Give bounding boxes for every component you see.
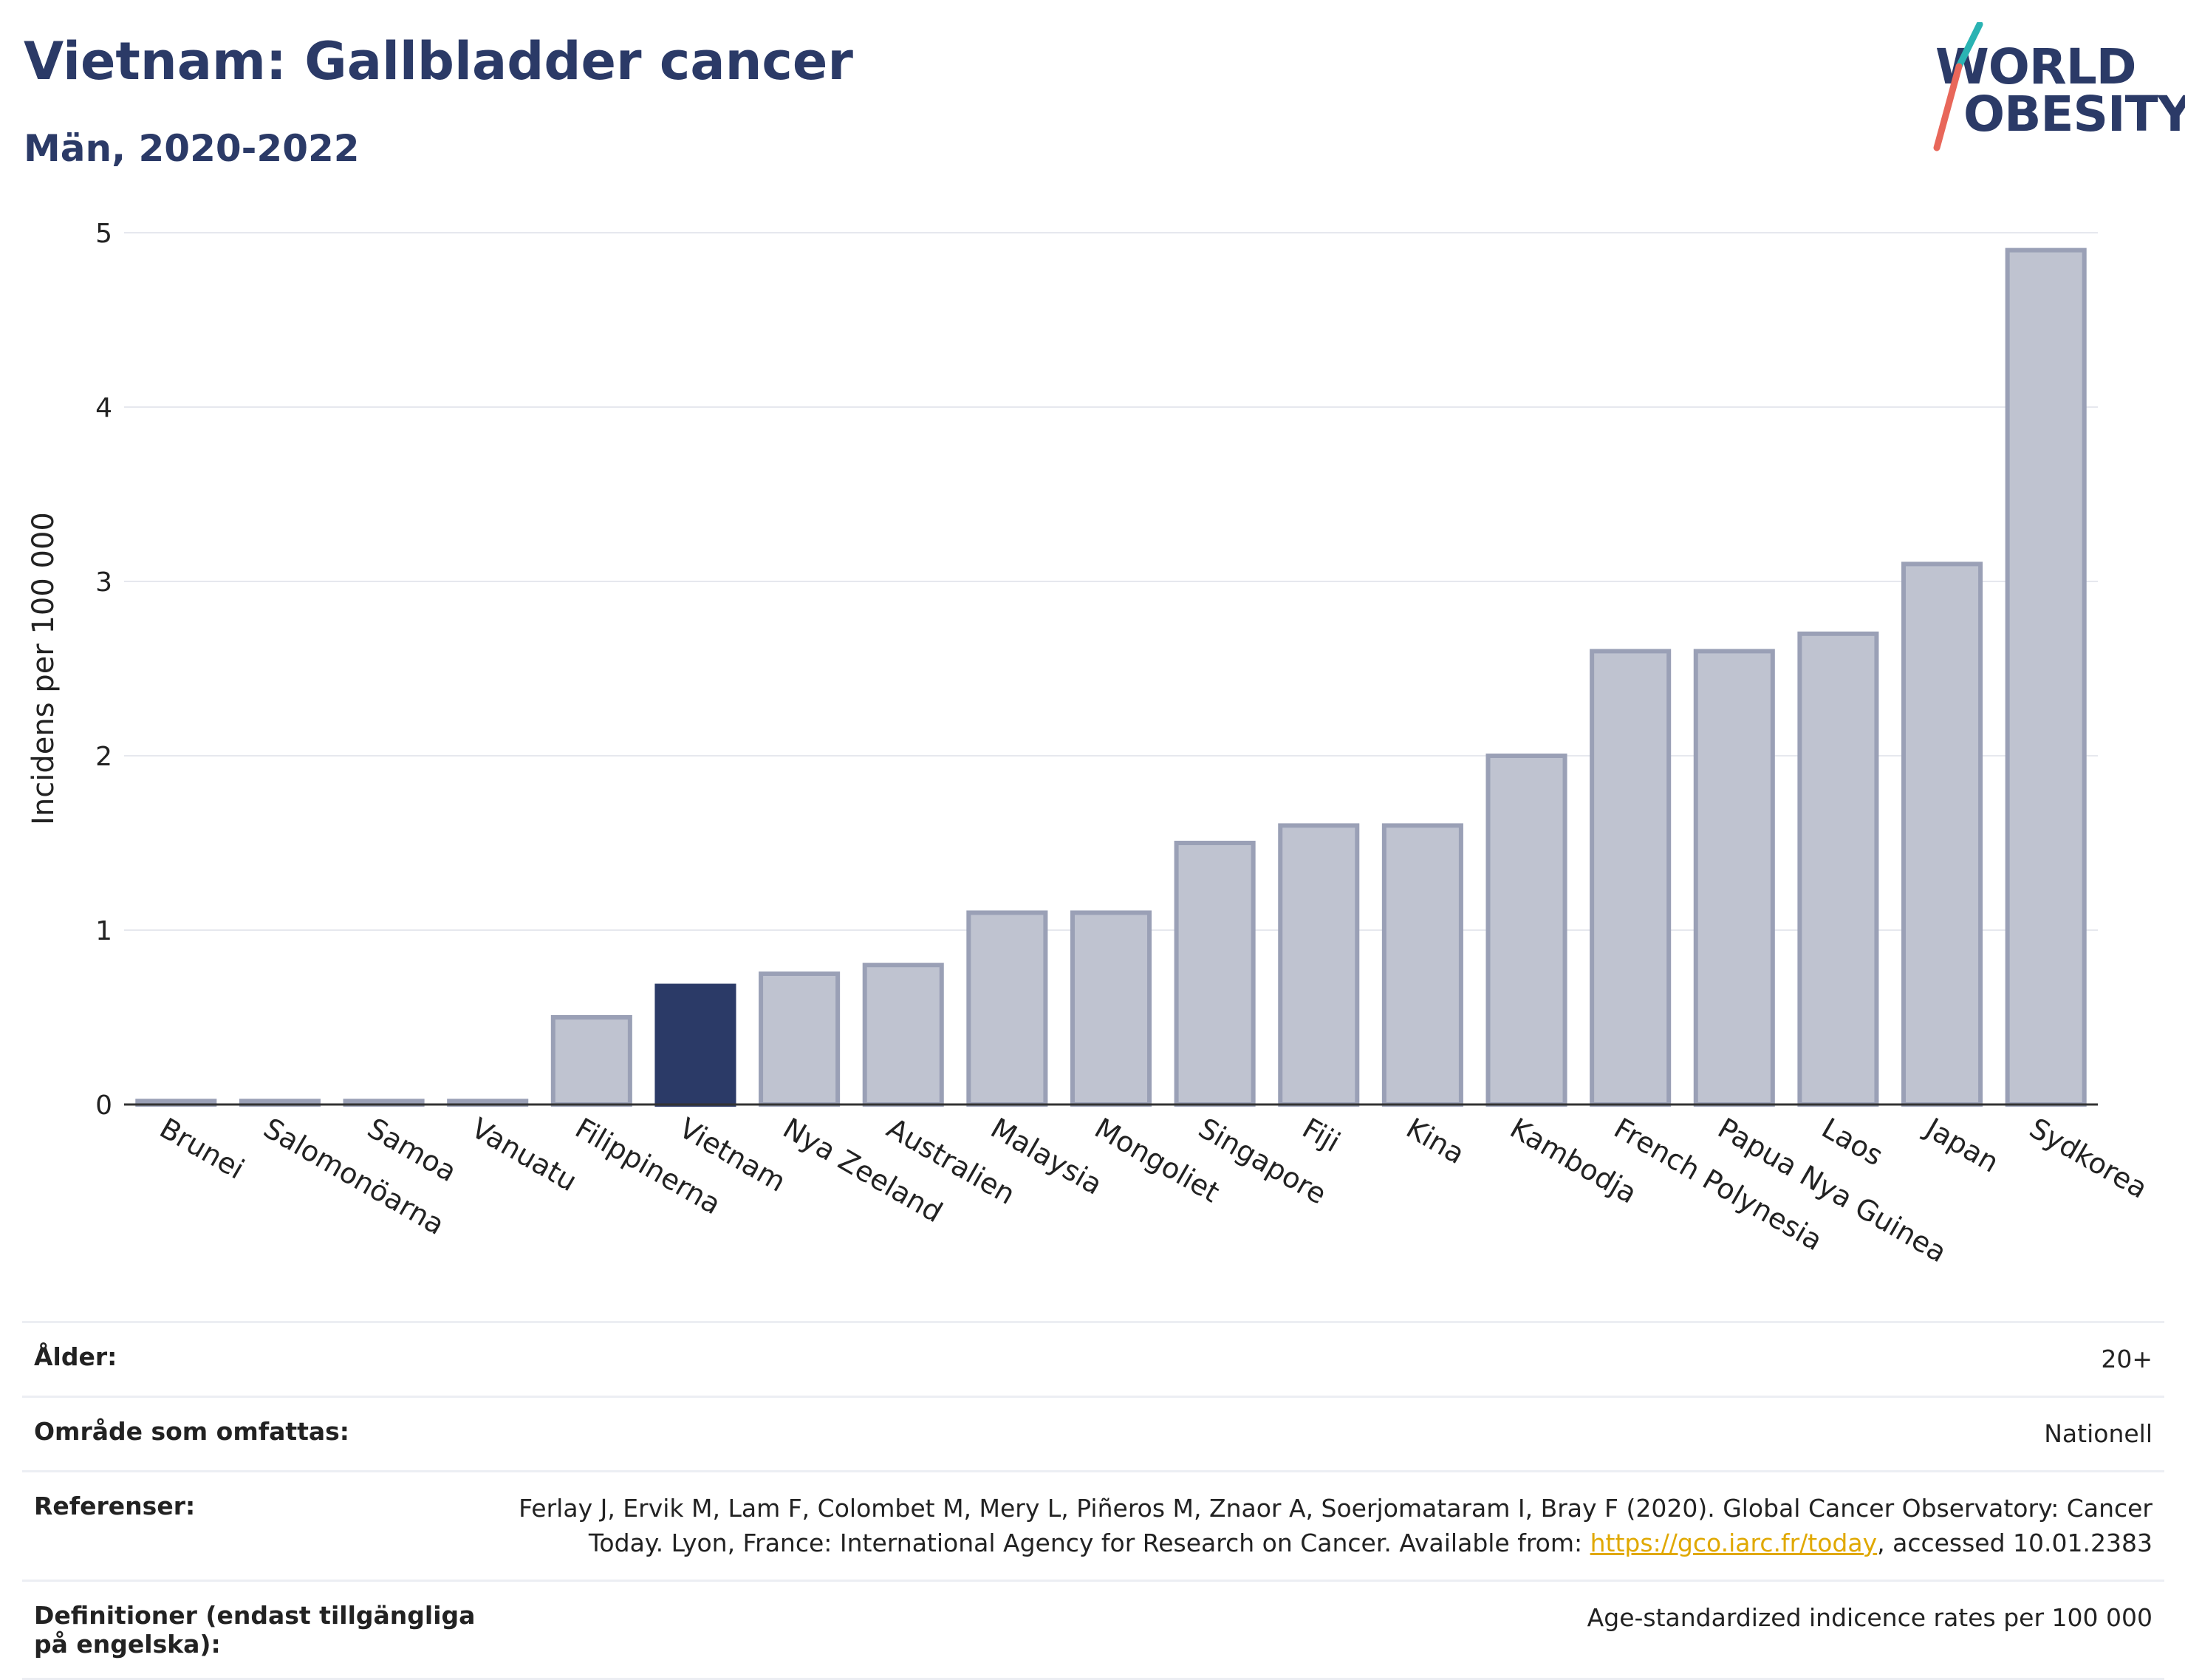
chart-title: Vietnam: Gallbladder cancer — [24, 31, 853, 92]
bar — [1693, 649, 1775, 1107]
reference-text-3: , accessed 10.01.2383 — [1877, 1528, 2152, 1557]
logo-text-obesity: OBESITY — [1963, 86, 2185, 143]
definitions-value: Age-standardized indicence rates per 100… — [1587, 1602, 2152, 1632]
bar — [759, 972, 841, 1107]
logo-slash-icon — [1933, 22, 1983, 151]
age-value: 20+ — [2101, 1345, 2152, 1373]
info-table: Ålder: 20+ Område som omfattas: Nationel… — [22, 1321, 2164, 1680]
reference-link[interactable]: https://gco.iarc.fr/today — [1590, 1528, 1878, 1557]
x-tick-label: Laos — [1816, 1112, 1889, 1172]
x-tick-label: Japan — [1919, 1111, 2005, 1179]
bar — [1070, 910, 1152, 1107]
area-label: Område som omfattas: — [34, 1417, 350, 1447]
x-tick-label: Fiji — [1297, 1112, 1346, 1158]
definitions-label: Definitioner (endast tillgängliga på eng… — [34, 1600, 476, 1659]
info-row-definitions: Definitioner (endast tillgängliga på eng… — [22, 1579, 2164, 1680]
x-tick-label: Salomonöarna — [258, 1112, 450, 1241]
y-tick-label: 1 — [95, 916, 112, 946]
area-value: Nationell — [2044, 1419, 2152, 1449]
reference-text-2: Today. Lyon, France: International Agenc… — [588, 1528, 1590, 1557]
bar — [1901, 561, 1983, 1107]
chart-subtitle: Män, 2020-2022 — [24, 127, 360, 170]
bar — [1797, 631, 1879, 1107]
bar — [1485, 754, 1567, 1107]
references-label: Referenser: — [34, 1492, 196, 1521]
y-tick-label: 2 — [95, 742, 112, 772]
info-row-age: Ålder: 20+ — [22, 1321, 2164, 1396]
y-tick-label: 0 — [95, 1090, 112, 1121]
x-tick-label: Vanuatu — [466, 1112, 583, 1198]
bars — [135, 247, 2087, 1107]
bar — [862, 963, 944, 1107]
y-tick-label: 5 — [95, 219, 112, 249]
y-tick-label: 3 — [95, 567, 112, 598]
age-label: Ålder: — [34, 1342, 117, 1371]
bar — [1590, 649, 1672, 1107]
bar — [1381, 823, 1463, 1107]
x-tick-label: Kina — [1401, 1112, 1470, 1171]
references-value: Ferlay J, Ervik M, Lam F, Colombet M, Me… — [507, 1492, 2152, 1560]
bar — [966, 910, 1048, 1107]
info-row-references: Referenser: Ferlay J, Ervik M, Lam F, Co… — [22, 1470, 2164, 1579]
bar — [2005, 247, 2087, 1107]
x-tick-label: Brunei — [154, 1112, 250, 1186]
y-axis-ticks: 0 1 2 3 4 5 — [95, 219, 112, 1121]
y-tick-label: 4 — [95, 393, 112, 423]
bar — [1174, 841, 1256, 1107]
bar-highlighted — [654, 983, 736, 1107]
x-tick-label: Sydkorea — [2024, 1112, 2153, 1205]
bar — [550, 1015, 632, 1107]
y-axis-label: Incidens per 100 000 — [27, 512, 61, 825]
world-obesity-logo: WORLD OBESITY — [1928, 22, 2185, 155]
info-row-area: Område som omfattas: Nationell — [22, 1396, 2164, 1470]
bar — [1278, 823, 1360, 1107]
reference-text-1: Ferlay J, Ervik M, Lam F, Colombet M, Me… — [519, 1494, 2152, 1523]
